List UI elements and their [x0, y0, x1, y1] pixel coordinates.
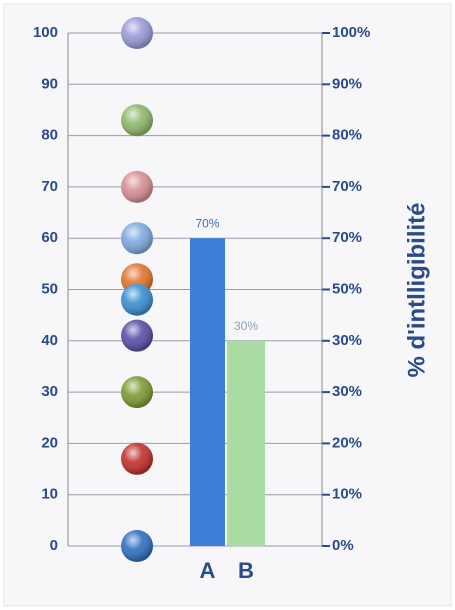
- ball-shine: [121, 104, 153, 137]
- y2-tick-label: 90%: [332, 75, 362, 92]
- ball-shine: [121, 17, 153, 49]
- bar: [190, 238, 225, 546]
- ball-shine: [121, 530, 153, 562]
- ball-shine: [121, 170, 153, 203]
- y2-tick-label: 30%: [332, 332, 362, 349]
- y-tick-label: 40: [41, 332, 58, 349]
- ball-shine: [121, 319, 153, 352]
- ball-shine: [121, 442, 153, 475]
- y-tick-label: 30: [41, 383, 58, 400]
- y2-tick-label: 70%: [332, 229, 362, 246]
- x-tick-label: B: [238, 558, 254, 583]
- value-label: 30%: [234, 319, 258, 333]
- y2-tick-label: 30%: [332, 383, 362, 400]
- y2-tick-label: 100%: [332, 24, 370, 41]
- y2-tick-label: 20%: [332, 434, 362, 451]
- y-tick-label: 80: [41, 127, 58, 144]
- bar: [227, 340, 265, 546]
- y-tick-label: 20: [41, 434, 58, 451]
- y-tick-label: 60: [41, 229, 58, 246]
- y2-tick-label: 50%: [332, 280, 362, 297]
- ball-shine: [121, 283, 153, 316]
- y2-tick-label: 10%: [332, 486, 362, 503]
- y2-tick-label: 80%: [332, 127, 362, 144]
- y-tick-label: 100: [33, 24, 58, 41]
- y2-tick-label: 0%: [332, 537, 354, 554]
- y-tick-label: 50: [41, 280, 58, 297]
- y2-tick-label: 70%: [332, 178, 362, 195]
- y-tick-label: 70: [41, 178, 58, 195]
- y-tick-label: 0: [50, 537, 58, 554]
- x-tick-label: A: [200, 558, 216, 583]
- value-label: 70%: [195, 216, 219, 230]
- y-tick-label: 90: [41, 75, 58, 92]
- ball-shine: [121, 376, 153, 409]
- y-tick-label: 10: [41, 486, 58, 503]
- y2-axis-label: % d'intlligibilité: [403, 202, 430, 377]
- ball-shine: [121, 222, 153, 255]
